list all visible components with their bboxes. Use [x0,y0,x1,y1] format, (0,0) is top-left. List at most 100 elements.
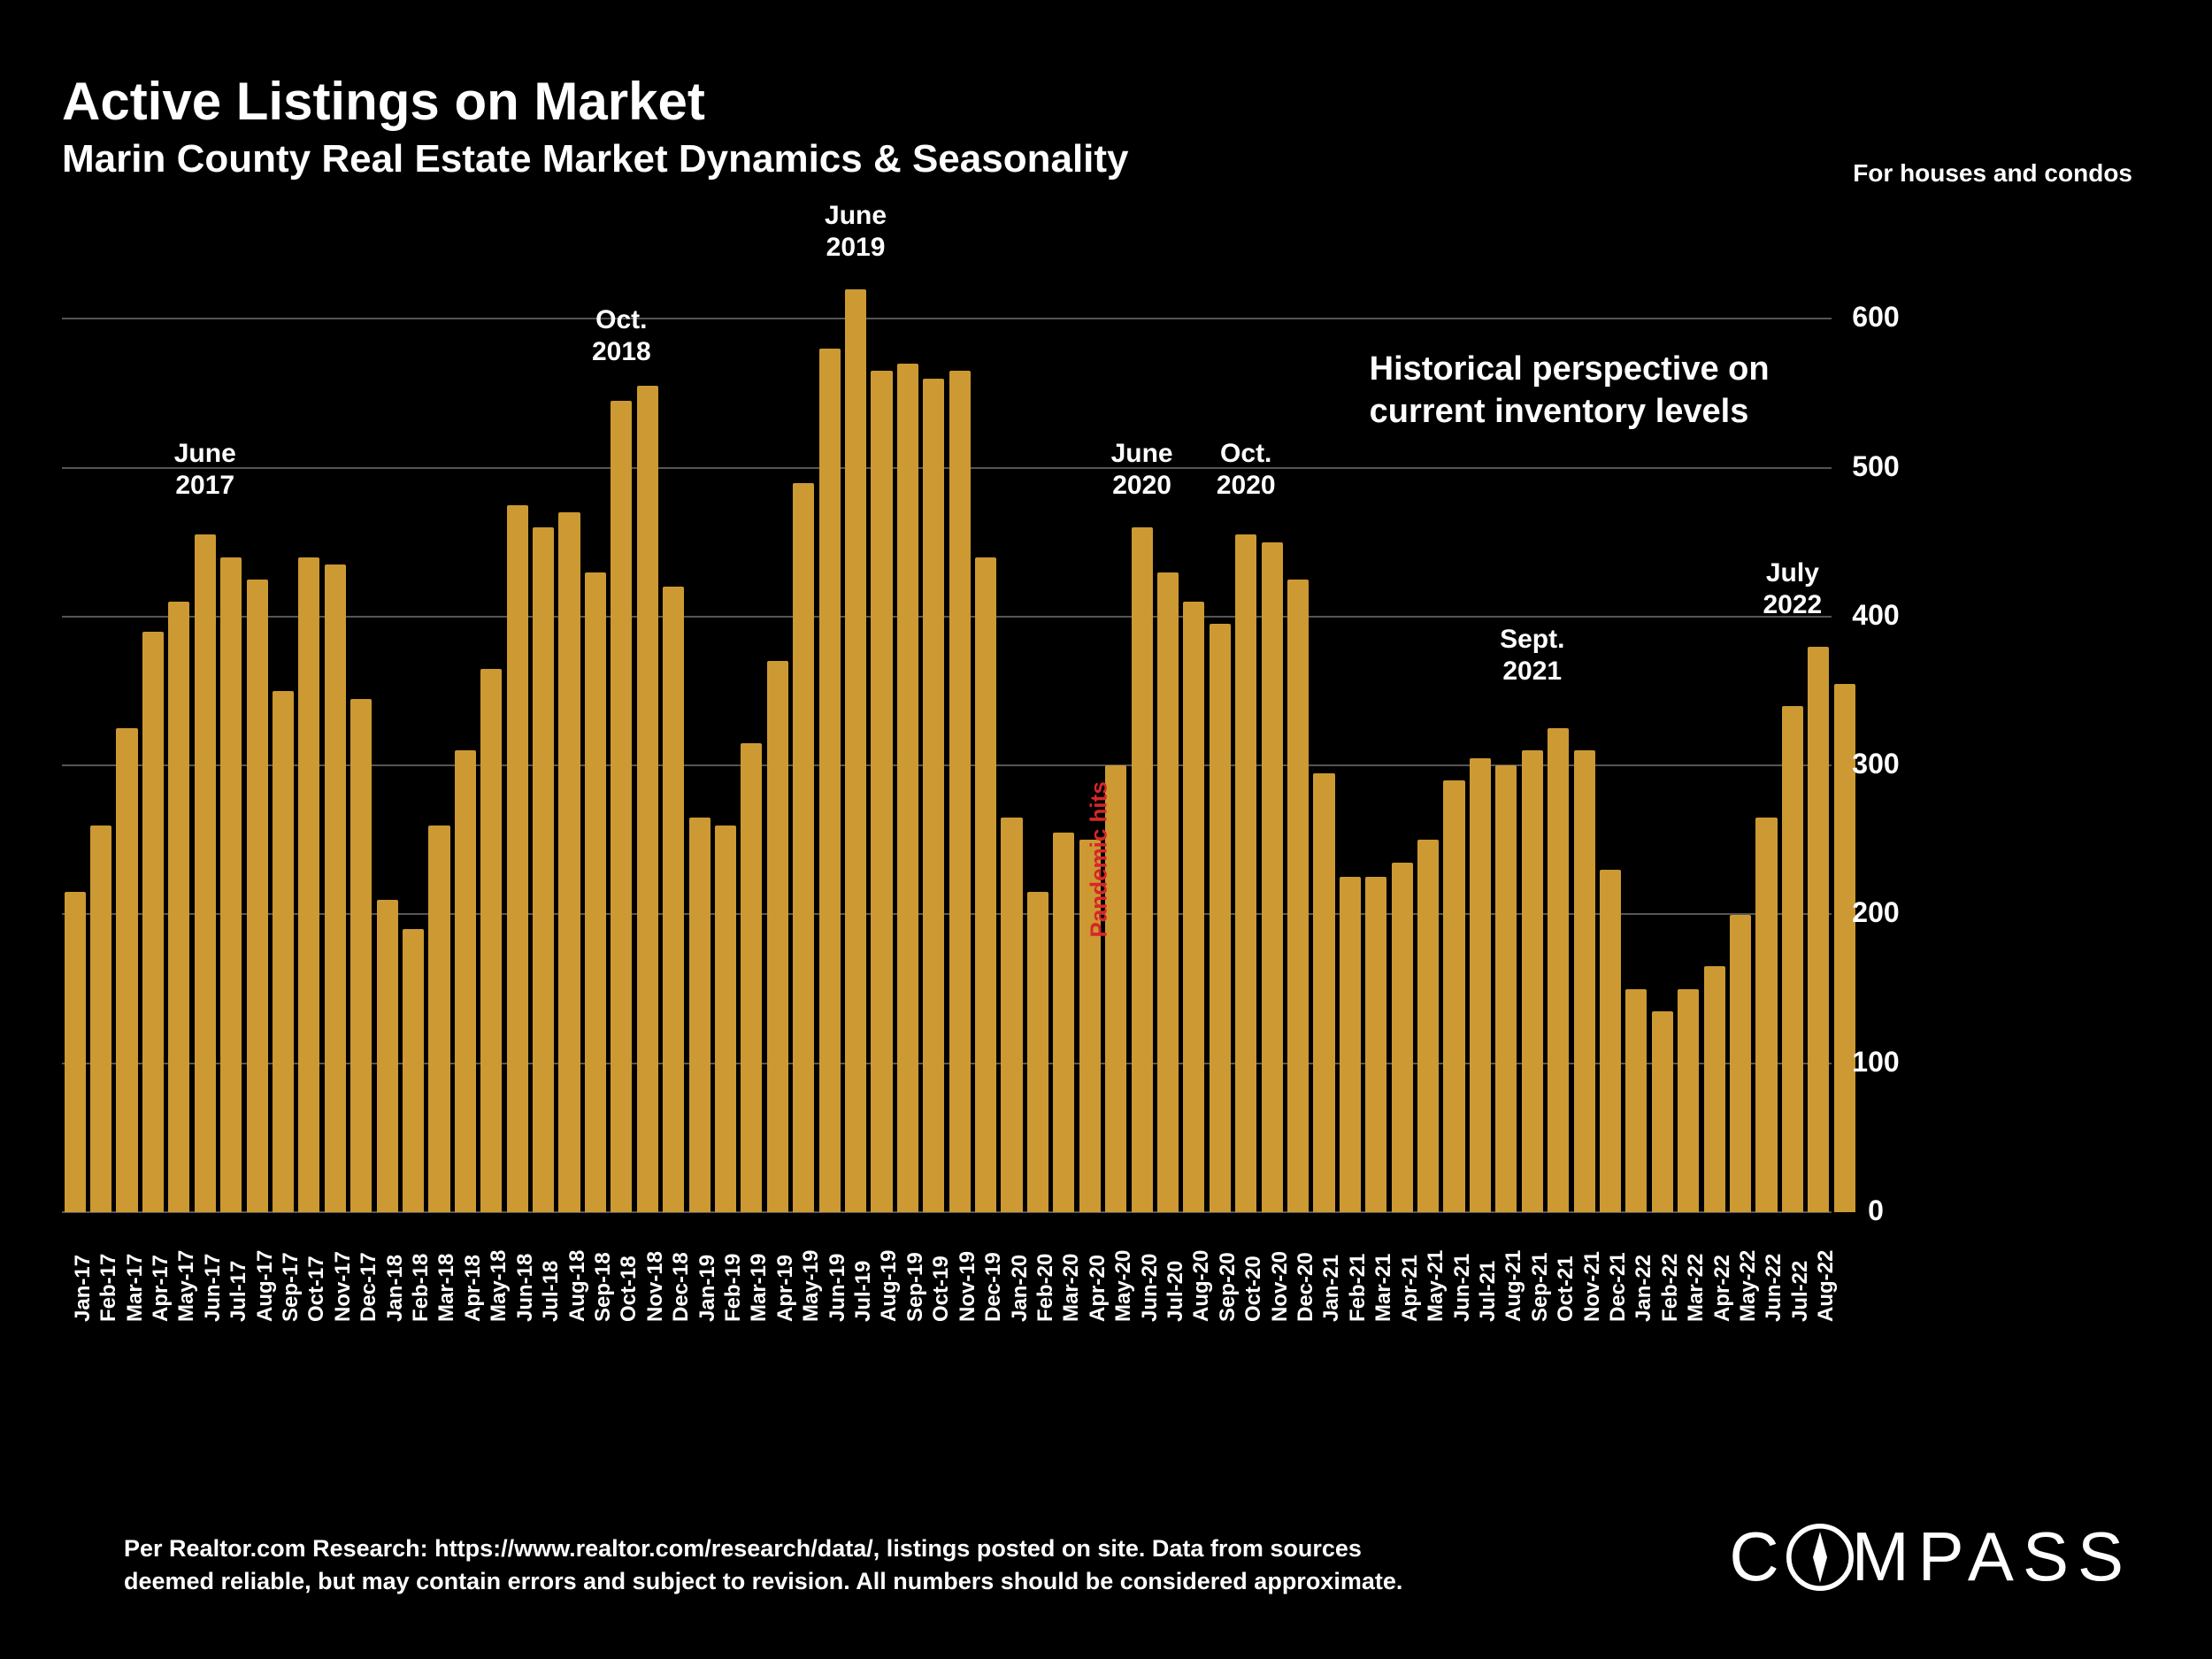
y-tick-label: 500 [1840,450,1911,483]
bar [1495,765,1517,1212]
x-tick-label: Aug-19 [877,1250,902,1322]
x-tick-label: Sep-17 [279,1252,303,1322]
x-tick-label: Jul-21 [1476,1261,1501,1322]
x-tick-label: Jun-21 [1450,1254,1475,1322]
footer-line-2: deemed reliable, but may contain errors … [124,1568,1402,1594]
bar [1365,877,1386,1212]
footer-citation: Per Realtor.com Research: https://www.re… [124,1532,1402,1597]
x-tick-label: May-18 [487,1250,511,1322]
bar [1235,534,1256,1212]
y-tick-label: 300 [1840,748,1911,780]
bar [325,565,346,1212]
x-tick-label: Jan-19 [695,1255,720,1322]
bar [142,632,164,1212]
bar [949,371,971,1212]
chart-annotation: Oct.2018 [568,304,674,368]
bar [1132,527,1153,1212]
y-tick-label: 0 [1840,1194,1911,1227]
x-tick-label: Jan-20 [1008,1255,1033,1322]
bar [663,587,684,1212]
x-tick-label: Jan-22 [1632,1255,1656,1322]
chart-annotation: June2017 [152,438,258,502]
bar [480,669,502,1212]
bar [1027,892,1048,1212]
x-tick-label: Oct-18 [617,1256,641,1322]
x-tick-label: Jan-18 [383,1255,408,1322]
bar [1652,1011,1673,1212]
bar [611,401,632,1212]
x-tick-label: Oct-21 [1554,1256,1578,1322]
bar [1001,818,1022,1212]
x-tick-label: Aug-22 [1814,1250,1839,1322]
logo-letters-rest: MPASS [1852,1517,2132,1595]
x-tick-label: Mar-18 [434,1254,459,1322]
y-tick-label: 100 [1840,1046,1911,1079]
bar-chart: June2017Oct.2018June2019June2020Oct.2020… [62,274,1832,1212]
x-axis: Jan-17Feb-17Mar-17Apr-17May-17Jun-17Jul-… [62,1212,1832,1371]
x-tick-label: Mar-21 [1371,1254,1396,1322]
x-tick-label: Jan-17 [71,1255,96,1322]
y-tick-label: 200 [1840,896,1911,929]
x-tick-label: Feb-18 [409,1254,434,1322]
compass-logo: C MPASS [1729,1517,2132,1601]
x-tick-label: Mar-20 [1059,1254,1084,1322]
x-tick-label: Jul-22 [1788,1261,1813,1322]
bar [1053,833,1074,1212]
chart-annotation: July2022 [1740,557,1846,621]
bar [1287,580,1309,1212]
x-tick-label: May-21 [1424,1250,1448,1322]
chart-annotation: June2020 [1089,438,1195,502]
x-tick-label: Jan-21 [1319,1255,1344,1322]
y-tick-label: 400 [1840,599,1911,632]
logo-letter-c: C [1729,1517,1787,1595]
x-tick-label: Jun-17 [201,1254,226,1322]
bar [90,826,111,1212]
bar [403,929,424,1212]
bar [507,505,528,1212]
title-block: Active Listings on Market Marin County R… [62,71,1129,181]
bar [1730,915,1751,1213]
compass-icon [1785,1522,1855,1593]
pandemic-annotation: Pandemic hits [1085,781,1112,937]
x-tick-label: Jul-17 [227,1261,251,1322]
x-tick-label: Feb-19 [721,1254,746,1322]
bar [1574,750,1595,1212]
bar [116,728,137,1212]
bar [1340,877,1361,1212]
gridline [62,318,1832,319]
bar [715,826,736,1212]
bar [1183,602,1204,1212]
bar [195,534,216,1212]
x-tick-label: Dec-18 [669,1252,694,1322]
bar [220,557,242,1212]
x-tick-label: Mar-22 [1684,1254,1709,1322]
x-tick-label: Jul-20 [1164,1261,1188,1322]
x-tick-label: Dec-17 [357,1252,381,1322]
x-tick-label: Aug-21 [1502,1250,1526,1322]
bar [1755,818,1777,1212]
x-tick-label: Feb-21 [1346,1254,1371,1322]
bar [585,572,606,1212]
x-tick-label: Nov-21 [1580,1251,1605,1322]
bar [975,557,996,1212]
bar [1548,728,1569,1212]
bar [1704,966,1725,1212]
bar [1262,542,1283,1212]
bar [377,900,398,1212]
x-tick-label: Aug-17 [253,1250,278,1322]
bar [428,826,449,1212]
x-tick-label: Nov-18 [643,1251,668,1322]
bar [350,699,372,1212]
x-tick-label: Apr-19 [773,1255,798,1322]
x-tick-label: Apr-20 [1086,1255,1110,1322]
chart-annotation: Oct.2020 [1193,438,1299,502]
bar [1443,780,1464,1212]
bar [689,818,710,1212]
chart-annotation: June2019 [803,200,909,264]
x-tick-label: Nov-19 [956,1251,980,1322]
bar [247,580,268,1212]
bar [298,557,319,1212]
x-tick-label: Feb-20 [1033,1254,1058,1322]
perspective-note: Historical perspective oncurrent invento… [1370,349,1770,433]
x-tick-label: May-22 [1736,1250,1761,1322]
